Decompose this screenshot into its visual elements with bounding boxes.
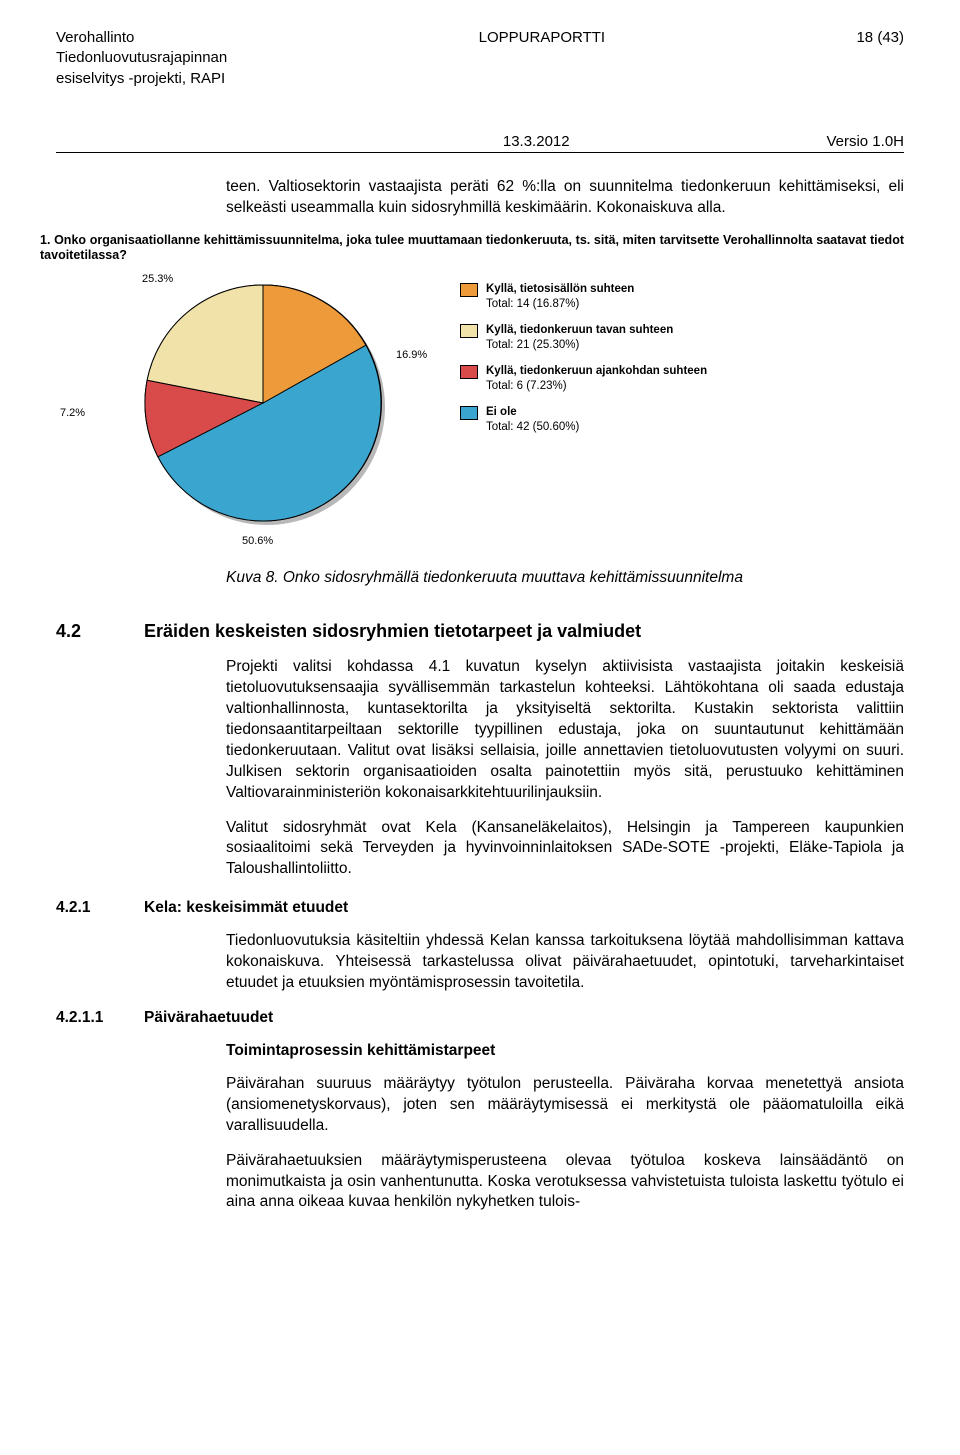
header-rule <box>56 152 904 153</box>
legend-text: Kyllä, tietosisällön suhteen Total: 14 (… <box>486 282 634 313</box>
document-body: teen. Valtiosektorin vastaajista peräti … <box>56 177 904 1214</box>
paragraph: Päivärahaetuuksien määräytymisperusteena… <box>226 1151 904 1214</box>
heading-2-text: Eräiden keskeisten sidosryhmien tietotar… <box>144 619 641 643</box>
legend-text: Kyllä, tiedonkeruun ajankohdan suhteen T… <box>486 364 707 395</box>
legend-sub: Total: 42 (50.60%) <box>486 420 579 436</box>
paragraph: Tiedonluovutuksia käsiteltiin yhdessä Ke… <box>226 931 904 994</box>
subheading: Toimintaprosessin kehittämistarpeet <box>226 1041 904 1062</box>
legend-title: Kyllä, tiedonkeruun ajankohdan suhteen <box>486 364 707 380</box>
pie-label-blue: 50.6% <box>242 534 273 549</box>
legend-swatch <box>460 365 478 379</box>
heading-4-number: 4.2.1.1 <box>56 1008 144 1029</box>
heading-3-number: 4.2.1 <box>56 898 144 919</box>
header-version: Versio 1.0H <box>826 133 904 150</box>
chart-container: 1. Onko organisaatiollanne kehittämissuu… <box>40 233 904 558</box>
heading-4: 4.2.1.1 Päivärahaetuudet <box>56 1008 904 1029</box>
header-project-line1: Tiedonluovutusrajapinnan <box>56 48 227 68</box>
page: Verohallinto Tiedonluovutusrajapinnan es… <box>0 0 960 1455</box>
legend-swatch <box>460 324 478 338</box>
header-date: 13.3.2012 <box>246 133 826 150</box>
header-project-line2: esiselvitys -projekti, RAPI <box>56 69 227 89</box>
header-page: 18 (43) <box>856 28 904 89</box>
heading-3-text: Kela: keskeisimmät etuudet <box>144 898 348 919</box>
header-org-block: Verohallinto Tiedonluovutusrajapinnan es… <box>56 28 227 89</box>
pie-label-red: 7.2% <box>60 406 85 421</box>
header-spacer <box>56 133 246 150</box>
pie-chart <box>100 268 426 558</box>
legend-sub: Total: 21 (25.30%) <box>486 338 673 354</box>
chart-question: 1. Onko organisaatiollanne kehittämissuu… <box>40 233 904 264</box>
legend-sub: Total: 14 (16.87%) <box>486 297 634 313</box>
legend-swatch <box>460 406 478 420</box>
paragraph: teen. Valtiosektorin vastaajista peräti … <box>226 177 904 219</box>
legend-text: Ei ole Total: 42 (50.60%) <box>486 405 579 436</box>
legend-text: Kyllä, tiedonkeruun tavan suhteen Total:… <box>486 323 673 354</box>
paragraph: Päivärahan suuruus määräytyy työtulon pe… <box>226 1074 904 1137</box>
legend-item: Kyllä, tietosisällön suhteen Total: 14 (… <box>460 282 707 313</box>
legend-item: Ei ole Total: 42 (50.60%) <box>460 405 707 436</box>
heading-2-number: 4.2 <box>56 619 144 643</box>
paragraph: Valitut sidosryhmät ovat Kela (Kansanelä… <box>226 818 904 881</box>
header-row2: 13.3.2012 Versio 1.0H <box>56 133 904 150</box>
paragraph: Projekti valitsi kohdassa 4.1 kuvatun ky… <box>226 657 904 803</box>
heading-3: 4.2.1 Kela: keskeisimmät etuudet <box>56 898 904 919</box>
pie-label-orange: 16.9% <box>396 348 427 363</box>
header-row1: Verohallinto Tiedonluovutusrajapinnan es… <box>56 28 904 89</box>
legend-sub: Total: 6 (7.23%) <box>486 379 707 395</box>
legend-swatch <box>460 283 478 297</box>
header-title: LOPPURAPORTTI <box>227 28 856 89</box>
chart-area: 25.3% 16.9% 7.2% 50.6% Kyllä, tietosisäl… <box>40 268 920 558</box>
pie-label-beige: 25.3% <box>142 272 173 287</box>
legend-title: Kyllä, tiedonkeruun tavan suhteen <box>486 323 673 339</box>
legend-title: Ei ole <box>486 405 579 421</box>
heading-2: 4.2 Eräiden keskeisten sidosryhmien tiet… <box>56 619 904 643</box>
chart-legend: Kyllä, tietosisällön suhteen Total: 14 (… <box>460 282 707 446</box>
legend-title: Kyllä, tietosisällön suhteen <box>486 282 634 298</box>
figure-caption: Kuva 8. Onko sidosryhmällä tiedonkeruuta… <box>226 568 904 589</box>
legend-item: Kyllä, tiedonkeruun tavan suhteen Total:… <box>460 323 707 354</box>
heading-4-text: Päivärahaetuudet <box>144 1008 273 1029</box>
legend-item: Kyllä, tiedonkeruun ajankohdan suhteen T… <box>460 364 707 395</box>
header-org: Verohallinto <box>56 28 227 48</box>
